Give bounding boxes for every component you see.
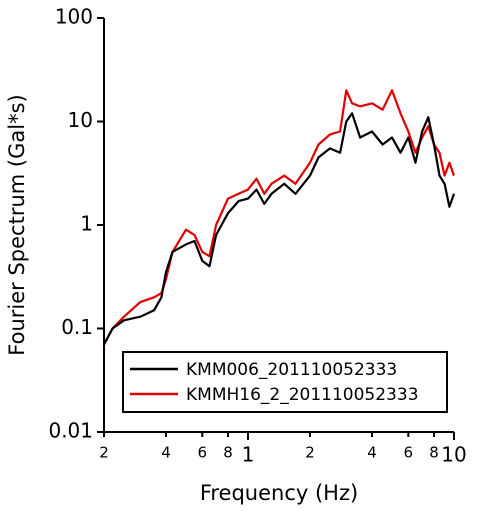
- y-tick-label: 100: [55, 5, 93, 29]
- series-line: [103, 112, 456, 346]
- y-axis-title: Fourier Spectrum (Gal*s): [5, 94, 29, 355]
- y-tick-label: 10: [68, 108, 93, 132]
- x-tick-label: 8: [429, 444, 439, 462]
- legend-label: KMMH16_2_201110052333: [186, 385, 419, 405]
- x-tick-label: 8: [223, 444, 233, 462]
- legend-box: [122, 351, 448, 413]
- x-tick-label: 6: [404, 444, 414, 462]
- x-tick-label: 10: [441, 443, 466, 467]
- x-tick-label: 2: [99, 444, 109, 462]
- legend-label: KMM006_201110052333: [186, 360, 397, 380]
- x-tick-label: 6: [198, 444, 208, 462]
- x-tick-label: 2: [305, 444, 315, 462]
- x-tick-label: 4: [161, 444, 171, 462]
- x-axis-title: Frequency (Hz): [200, 481, 358, 505]
- y-tick-label: 0.1: [61, 315, 93, 339]
- y-tick-label: 0.01: [48, 419, 93, 443]
- x-tick-label: 1: [242, 443, 255, 467]
- x-tick-label: 4: [367, 444, 377, 462]
- y-tick-label: 1: [80, 212, 93, 236]
